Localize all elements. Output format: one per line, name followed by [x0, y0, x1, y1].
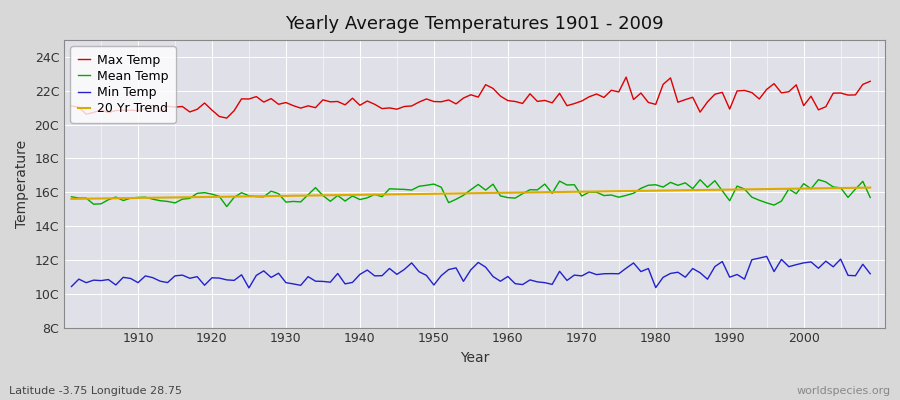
Min Temp [865, 271, 876, 276]
Y-axis label: Temperature: Temperature [15, 140, 29, 228]
Min Temp [339, 282, 350, 286]
Line: 20 Yr Trend: 20 Yr Trend [71, 188, 870, 199]
Text: Latitude -3.75 Longitude 28.75: Latitude -3.75 Longitude 28.75 [9, 386, 182, 396]
Max Temp [221, 116, 232, 120]
Mean Temp [502, 195, 513, 200]
Min Temp [761, 254, 772, 259]
X-axis label: Year: Year [460, 351, 490, 365]
Min Temp [66, 284, 77, 289]
Max Temp [509, 99, 520, 104]
Max Temp [865, 79, 876, 84]
Max Temp [295, 106, 306, 110]
Line: Min Temp: Min Temp [71, 256, 870, 288]
Max Temp [502, 98, 513, 103]
Max Temp [125, 108, 136, 112]
Max Temp [66, 104, 77, 108]
Mean Temp [865, 195, 876, 200]
Max Temp [621, 75, 632, 80]
20 Yr Trend [125, 196, 136, 200]
Min Temp [244, 286, 255, 290]
Min Temp [295, 283, 306, 288]
Mean Temp [66, 194, 77, 199]
Mean Temp [339, 199, 350, 204]
Legend: Max Temp, Mean Temp, Min Temp, 20 Yr Trend: Max Temp, Mean Temp, Min Temp, 20 Yr Tre… [70, 46, 176, 123]
20 Yr Trend [495, 190, 506, 195]
Title: Yearly Average Temperatures 1901 - 2009: Yearly Average Temperatures 1901 - 2009 [285, 15, 664, 33]
Line: Max Temp: Max Temp [71, 77, 870, 118]
Text: worldspecies.org: worldspecies.org [796, 386, 891, 396]
20 Yr Trend [66, 196, 77, 201]
Mean Temp [509, 196, 520, 200]
Mean Temp [813, 177, 824, 182]
Line: Mean Temp: Mean Temp [71, 180, 870, 207]
20 Yr Trend [332, 193, 343, 198]
Mean Temp [598, 193, 609, 198]
Min Temp [598, 271, 609, 276]
Mean Temp [125, 196, 136, 201]
Min Temp [502, 274, 513, 279]
Min Temp [509, 281, 520, 286]
Min Temp [125, 276, 136, 281]
20 Yr Trend [591, 189, 602, 194]
Mean Temp [295, 200, 306, 204]
20 Yr Trend [288, 193, 299, 198]
Max Temp [339, 102, 350, 107]
Max Temp [598, 95, 609, 100]
Mean Temp [221, 204, 232, 209]
20 Yr Trend [865, 185, 876, 190]
20 Yr Trend [502, 190, 513, 195]
